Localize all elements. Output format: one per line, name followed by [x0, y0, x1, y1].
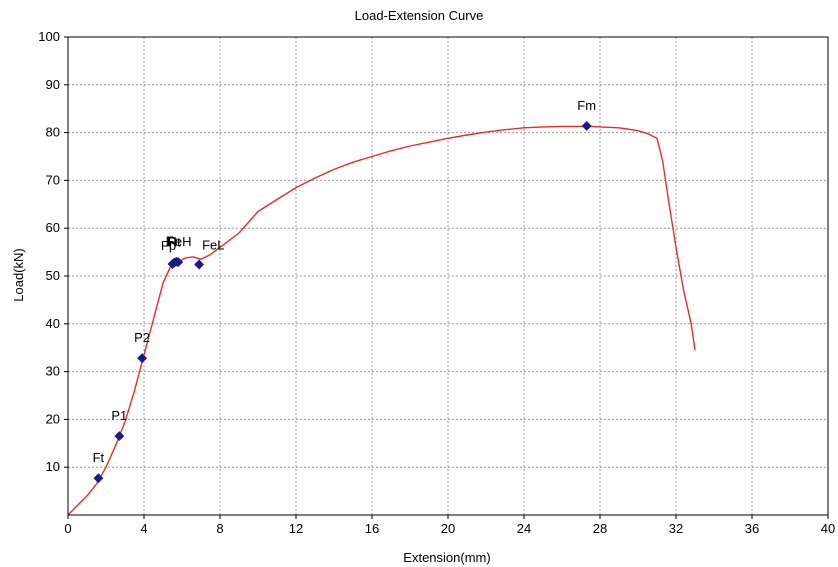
data-point: P2 — [134, 330, 150, 364]
x-tick-label: 36 — [745, 521, 759, 536]
chart-title: Load-Extension Curve — [355, 8, 484, 23]
point-marker — [194, 259, 205, 270]
point-label: Fm — [577, 98, 596, 113]
point-label: FeL — [202, 238, 224, 253]
curve-layer — [67, 125, 696, 516]
y-tick-label: 10 — [46, 459, 60, 474]
point-label: FeH — [167, 234, 192, 249]
y-tick-label: 60 — [46, 220, 60, 235]
x-tick-label: 4 — [140, 521, 147, 536]
y-tick-label: 50 — [46, 268, 60, 283]
point-label: Ft — [93, 450, 105, 465]
point-marker — [581, 120, 592, 131]
point-label: Ft — [166, 234, 178, 249]
x-tick-label: 32 — [669, 521, 683, 536]
y-tick-label: 70 — [46, 172, 60, 187]
data-point: Fm — [577, 98, 596, 131]
x-tick-label: 16 — [365, 521, 379, 536]
point-marker — [114, 431, 125, 442]
point-label: P2 — [134, 330, 150, 345]
y-tick-label: 20 — [46, 411, 60, 426]
y-tick-label: 100 — [38, 29, 60, 44]
x-tick-label: 0 — [64, 521, 71, 536]
x-tick-label: 24 — [517, 521, 531, 536]
x-tick-label: 12 — [289, 521, 303, 536]
y-tick-label: 80 — [46, 125, 60, 140]
y-axis-label: Load(kN) — [11, 248, 26, 301]
y-tick-label: 30 — [46, 364, 60, 379]
plot-frame — [67, 36, 829, 516]
x-tick-label: 20 — [441, 521, 455, 536]
x-tick-label: 40 — [821, 521, 835, 536]
x-tick-label: 28 — [593, 521, 607, 536]
y-tick-label: 40 — [46, 316, 60, 331]
point-label: Rt — [168, 235, 181, 250]
x-axis-label: Extension(mm) — [403, 550, 490, 565]
data-point: Ft — [93, 450, 105, 484]
ticks-layer: 0 4 8 12 16 20 24 28 32 36 40 10 20 30 40 50 60 70 80 90 100 — [38, 29, 835, 536]
y-tick-label: 90 — [46, 77, 60, 92]
point-marker — [137, 353, 148, 364]
x-tick-label: 8 — [216, 521, 223, 536]
grid — [68, 37, 828, 515]
data-point: P1 — [111, 408, 127, 442]
series-line — [67, 125, 696, 516]
point-label: Fp — [161, 238, 176, 253]
point-label: P1 — [111, 408, 127, 423]
